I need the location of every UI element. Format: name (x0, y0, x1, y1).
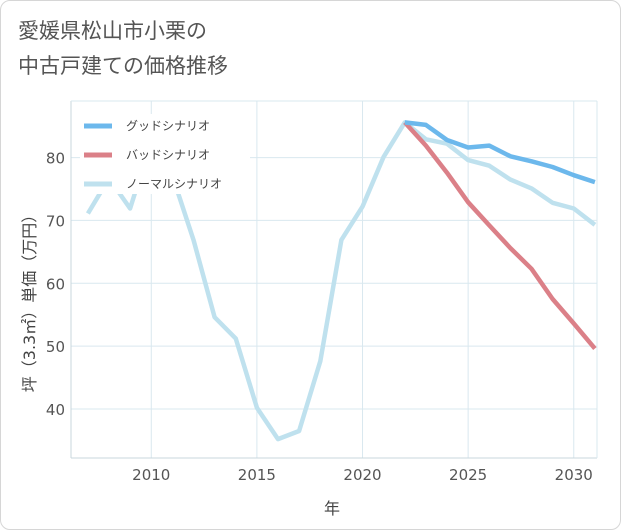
x-tick-label: 2020 (343, 466, 381, 484)
x-tick-label: 2015 (238, 466, 276, 484)
line-chart: 2010 2015 2020 2025 2030 40 50 60 70 80 グッドシナリオバッ… (0, 0, 621, 530)
x-axis-label: 年 (324, 499, 340, 518)
x-tick-label: 2010 (132, 466, 170, 484)
y-tick-label: 60 (46, 275, 65, 293)
y-tick-label: 80 (46, 150, 65, 168)
y-tick-label: 50 (46, 338, 65, 356)
legend-label-normal: ノーマルシナリオ (126, 177, 222, 191)
y-tick-label: 40 (46, 401, 65, 419)
y-tick-label: 70 (46, 212, 65, 230)
x-tick-label: 2025 (449, 466, 487, 484)
x-tick-label: 2030 (555, 466, 593, 484)
legend-label-good: グッドシナリオ (126, 119, 210, 133)
y-axis-label: 坪（3.3㎡）単価（万円） (20, 207, 39, 392)
legend-label-bad: バッドシナリオ (126, 148, 210, 162)
